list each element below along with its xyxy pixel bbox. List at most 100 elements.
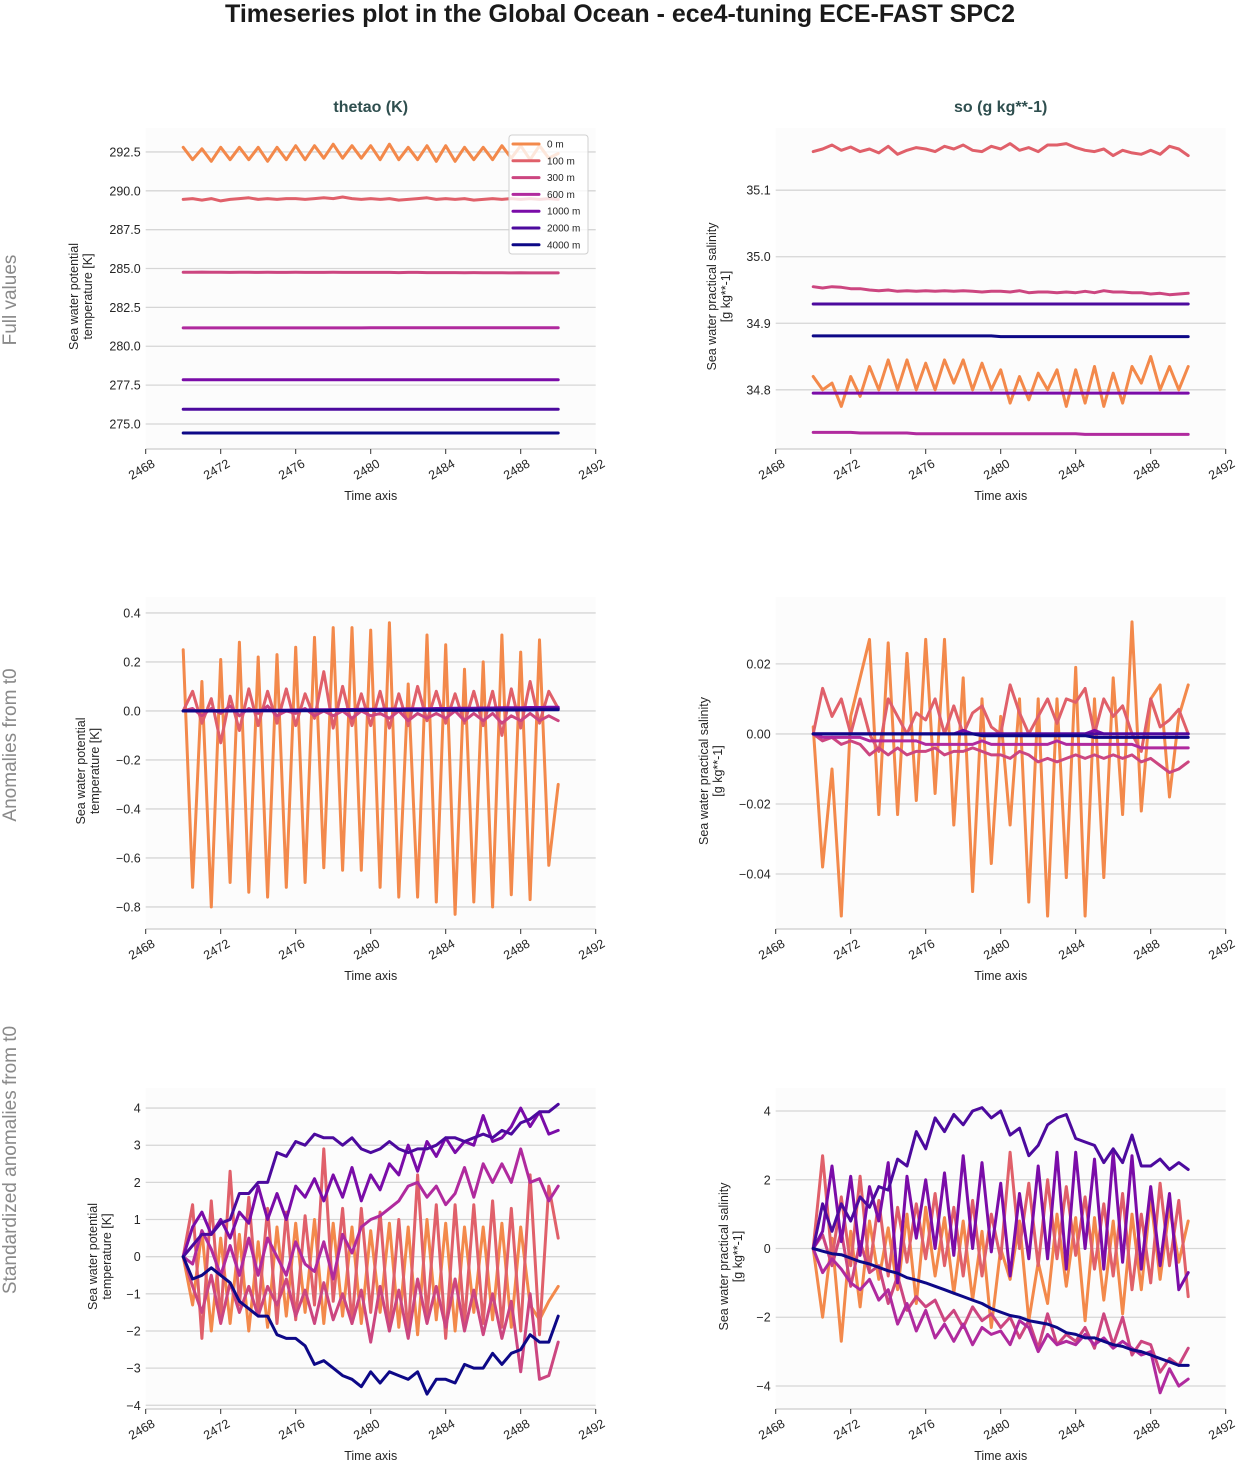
- y-tick-label: 3: [134, 1139, 141, 1153]
- subplot-5: −4 −3 −2 −1 0 1 2 3 4 2468 2472 2476 2480 2484 2488 249…: [86, 1088, 607, 1462]
- y-tick-label: 2: [134, 1176, 141, 1190]
- x-tick-label: 2476: [276, 936, 307, 962]
- y-tick-label: 0.0: [123, 704, 140, 718]
- x-tick-label: 2484: [426, 936, 457, 962]
- y-tick-label: −0.02: [739, 797, 771, 811]
- y-axis-label: Sea water practical salinity: [705, 222, 719, 371]
- y-tick-label: 2: [764, 1173, 771, 1187]
- series-line-100m: [811, 142, 1190, 158]
- series-line-600m: [181, 1147, 560, 1281]
- series-line-300m: [181, 1255, 560, 1381]
- series-line-4000m: [811, 334, 1190, 339]
- legend-label: 1000 m: [547, 207, 580, 218]
- subplot-4: −0.04 −0.02 0.00 0.02 2468 2472 2476 2480 2484 24…: [697, 597, 1237, 983]
- y-tick-label: 0: [764, 1242, 771, 1256]
- y-tick-label: 35.1: [746, 184, 770, 198]
- x-tick-label: 2488: [1131, 456, 1162, 482]
- y-axis-label: [g kg**-1]: [731, 1231, 745, 1282]
- x-tick-label: 2492: [576, 1416, 607, 1442]
- series-line-4000m: [811, 732, 1190, 739]
- series-line-0m: [811, 355, 1190, 408]
- y-tick-label: 0: [134, 1250, 141, 1264]
- y-tick-label: 35.0: [746, 250, 770, 264]
- series-line-2000m: [811, 1106, 1190, 1250]
- y-tick-label: −0.8: [116, 900, 141, 914]
- x-tick-label: 2476: [906, 936, 937, 962]
- legend-label: 300 m: [547, 173, 575, 184]
- y-tick-label: 1: [134, 1213, 141, 1227]
- y-tick-label: 292.5: [109, 145, 140, 159]
- y-tick-label: 0.2: [123, 655, 140, 669]
- x-tick-label: 2492: [1206, 936, 1237, 962]
- x-tick-label: 2472: [831, 936, 862, 962]
- y-tick-label: 282.5: [109, 301, 140, 315]
- x-tick-label: 2484: [426, 456, 457, 482]
- series-line-100m: [181, 670, 560, 745]
- figure-title: Timeseries plot in the Global Ocean - ec…: [225, 0, 1015, 28]
- x-tick-label: 2492: [576, 936, 607, 962]
- series-line-1000m: [811, 1150, 1190, 1292]
- x-axis-label: Time axis: [974, 969, 1027, 983]
- x-tick-label: 2492: [576, 456, 607, 482]
- y-tick-label: 4: [764, 1105, 771, 1119]
- x-tick-label: 2476: [276, 1416, 307, 1442]
- x-tick-label: 2484: [426, 1416, 457, 1442]
- series-line-100m: [181, 1147, 560, 1340]
- legend-label: 0 m: [547, 140, 564, 151]
- series-line-300m: [811, 1229, 1190, 1374]
- x-axis-label: Time axis: [344, 969, 397, 983]
- x-tick-label: 2488: [501, 456, 532, 482]
- series-line-2000m: [181, 1102, 560, 1259]
- y-axis-label: Sea water potential: [74, 717, 88, 824]
- y-tick-label: 4: [134, 1102, 141, 1116]
- x-tick-label: 2480: [981, 1416, 1012, 1442]
- y-tick-label: −0.6: [116, 851, 141, 865]
- series-line-100m: [181, 195, 560, 203]
- y-tick-label: −0.2: [116, 753, 141, 767]
- y-tick-label: −3: [126, 1362, 140, 1376]
- series-line-0m: [181, 621, 560, 916]
- y-tick-label: −2: [756, 1311, 770, 1325]
- y-axis-label: temperature [K]: [100, 1213, 114, 1299]
- x-tick-label: 2476: [906, 1416, 937, 1442]
- y-tick-label: −2: [126, 1324, 140, 1338]
- y-tick-label: −0.04: [739, 868, 771, 882]
- x-tick-label: 2484: [1056, 456, 1087, 482]
- y-tick-label: 285.0: [109, 262, 140, 276]
- legend-label: 600 m: [547, 190, 575, 201]
- x-tick-label: 2488: [1131, 936, 1162, 962]
- row-label-anomalies: Anomalies from t0: [0, 668, 21, 821]
- y-tick-label: 0.02: [746, 657, 770, 671]
- x-tick-label: 2484: [1056, 1416, 1087, 1442]
- x-tick-label: 2480: [351, 1416, 382, 1442]
- series-line-4000m: [811, 1247, 1190, 1367]
- series-line-300m: [811, 732, 1190, 774]
- x-tick-label: 2472: [201, 456, 232, 482]
- y-tick-label: −1: [126, 1287, 140, 1301]
- x-tick-label: 2468: [756, 936, 787, 962]
- series-line-300m: [181, 270, 560, 275]
- series-line-4000m: [181, 1255, 560, 1396]
- y-axis-label: Sea water potential: [86, 1203, 100, 1310]
- x-tick-label: 2472: [201, 1416, 232, 1442]
- y-axis-label: [g kg**-1]: [719, 271, 733, 322]
- y-tick-label: 277.5: [109, 379, 140, 393]
- y-tick-label: 290.0: [109, 184, 140, 198]
- subplot-3: −0.8 −0.6 −0.4 −0.2 0.0 0.2 0.4 2468 2472 2476 248…: [74, 597, 607, 983]
- x-tick-label: 2472: [831, 1416, 862, 1442]
- series-line-600m: [811, 732, 1190, 750]
- column-title-thetao: thetao (K): [333, 99, 408, 116]
- x-tick-label: 2468: [126, 456, 157, 482]
- legend-box: [508, 134, 589, 255]
- x-axis-label: Time axis: [974, 489, 1027, 503]
- legend-label: 2000 m: [547, 224, 580, 235]
- x-axis-label: Time axis: [344, 489, 397, 503]
- y-axis-label: Sea water potential: [67, 243, 81, 350]
- y-tick-label: 280.0: [109, 340, 140, 354]
- y-axis-label: temperature [K]: [81, 253, 95, 339]
- x-tick-label: 2468: [126, 936, 157, 962]
- x-tick-label: 2468: [126, 1416, 157, 1442]
- y-tick-label: 34.9: [746, 317, 770, 331]
- x-tick-label: 2492: [1206, 456, 1237, 482]
- y-tick-label: 287.5: [109, 223, 140, 237]
